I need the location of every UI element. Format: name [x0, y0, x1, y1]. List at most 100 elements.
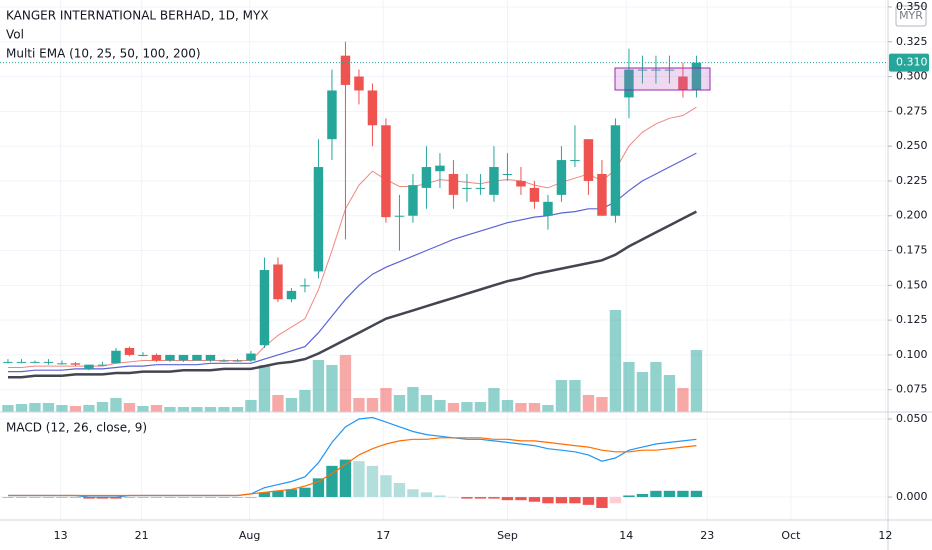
volume-bar — [150, 405, 163, 412]
candle-body — [448, 173, 459, 195]
candle-body — [570, 160, 580, 162]
volume-bar — [15, 404, 28, 412]
volume-bar — [353, 398, 365, 412]
ema-line — [8, 106, 697, 368]
candle-body — [435, 165, 445, 172]
last-price-box — [889, 53, 929, 72]
y-tick-label: 0.250 — [896, 139, 928, 152]
histogram-bar — [56, 497, 68, 498]
candle-body — [138, 354, 148, 356]
candle-body — [340, 55, 351, 85]
volume-bar — [609, 310, 622, 412]
candle-body — [516, 180, 526, 187]
volume-bar — [474, 402, 487, 412]
candle-body — [691, 62, 702, 91]
histogram-bar — [204, 497, 217, 498]
volume-bar — [272, 395, 284, 412]
x-tick-label: 14 — [619, 529, 633, 542]
histogram-bar — [407, 489, 419, 498]
candle-body — [489, 167, 499, 195]
histogram-bar — [380, 475, 392, 498]
histogram-bar — [15, 497, 28, 498]
volume-bar — [434, 400, 446, 412]
histogram-bar — [191, 497, 203, 498]
histogram-bar — [488, 497, 500, 499]
histogram-bar — [339, 459, 352, 498]
x-tick-label: 13 — [54, 529, 68, 542]
x-tick-label: Oct — [781, 529, 801, 542]
volume-bar — [650, 362, 662, 412]
volume-bar — [407, 387, 419, 412]
x-tick-label: Sep — [497, 529, 518, 542]
candle-body — [84, 364, 94, 369]
y-tick-label: 0.125 — [896, 313, 928, 326]
y-tick-label: 0.200 — [896, 209, 928, 222]
y-tick-label: 0.075 — [896, 383, 928, 396]
volume-bar — [29, 403, 41, 412]
volume-bar — [515, 403, 527, 412]
volume-bar — [420, 395, 433, 412]
volume-bar — [42, 403, 55, 412]
candle-body — [529, 187, 540, 202]
histogram-bar — [164, 497, 176, 498]
macd-legend: MACD (12, 26, close, 9) — [6, 421, 147, 435]
volume-bar — [204, 407, 217, 412]
volume-bar — [56, 405, 68, 412]
histogram-bar — [474, 497, 487, 499]
candle-body — [219, 360, 229, 362]
y-tick-label: 0.225 — [896, 174, 928, 187]
histogram-bar — [231, 497, 244, 498]
volume-bar — [83, 405, 95, 412]
candle-body — [178, 354, 189, 361]
candle-body — [151, 354, 162, 361]
volume-bar — [245, 400, 257, 412]
volume-bar — [690, 350, 703, 412]
histogram-bar — [326, 465, 338, 498]
histogram-bar — [83, 497, 95, 499]
histogram-bar — [501, 497, 514, 501]
volume-bar — [96, 402, 109, 412]
histogram-bar — [609, 497, 622, 504]
volume-bar — [501, 400, 514, 412]
histogram-bar — [528, 497, 541, 502]
x-tick-label: 21 — [135, 529, 149, 542]
histogram-bar — [177, 497, 190, 498]
grid — [0, 0, 888, 520]
volume-bar — [461, 402, 473, 412]
histogram-bar — [393, 483, 406, 498]
currency-box[interactable] — [895, 5, 927, 27]
candle-body — [556, 160, 567, 195]
histogram-bar — [285, 489, 298, 498]
candle-body — [354, 76, 364, 91]
x-tick-label: 17 — [376, 529, 390, 542]
candle-body — [205, 354, 216, 361]
candle-body — [462, 187, 472, 189]
macd-line — [8, 437, 697, 497]
ema-legend: Multi EMA (10, 25, 50, 100, 200) — [6, 47, 201, 61]
volume-bar — [663, 375, 676, 412]
histogram-bar — [555, 497, 568, 504]
y-tick-label: 0.000 — [896, 490, 928, 503]
histogram-bar — [447, 497, 460, 498]
histogram-bar — [461, 497, 473, 499]
candle-body — [16, 361, 27, 363]
histogram-bar — [663, 490, 676, 498]
volume-bar — [488, 388, 500, 412]
volume-bar — [569, 380, 581, 412]
currency[interactable]: MYR — [899, 9, 923, 22]
histogram-bar — [258, 492, 271, 498]
ema-line — [8, 152, 697, 373]
plot — [0, 41, 888, 508]
histogram-bar — [623, 495, 635, 498]
candle-body — [475, 187, 486, 189]
volume-bar — [447, 403, 460, 412]
candle-body — [43, 361, 54, 363]
candle-body — [111, 350, 121, 364]
candle-body — [232, 360, 243, 362]
candle-body — [381, 125, 391, 218]
volume-bar — [393, 395, 406, 412]
y-tick-label: 0.300 — [896, 70, 928, 83]
y-tick-label: 0.050 — [896, 412, 928, 425]
volume-bar — [258, 365, 271, 412]
